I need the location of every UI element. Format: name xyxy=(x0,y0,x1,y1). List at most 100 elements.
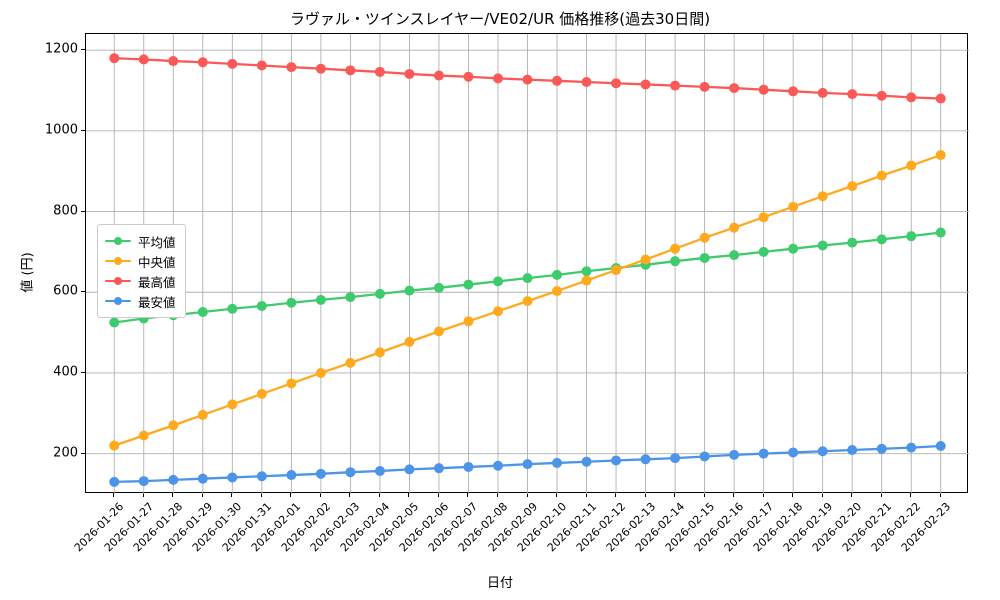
x-tick-mark xyxy=(290,493,292,497)
series-marker xyxy=(552,286,563,297)
series-marker xyxy=(758,84,769,95)
legend-label: 最高値 xyxy=(138,274,176,290)
x-tick-mark xyxy=(556,493,558,497)
series-marker xyxy=(847,237,858,248)
series-marker xyxy=(906,160,917,171)
series-marker xyxy=(492,460,503,471)
legend-color-swatch xyxy=(105,294,131,308)
series-marker xyxy=(374,347,385,358)
series-marker xyxy=(315,294,326,305)
x-tick-mark xyxy=(880,493,882,497)
series-marker xyxy=(374,466,385,476)
series-marker xyxy=(315,63,326,74)
series-marker xyxy=(581,77,592,88)
series-marker xyxy=(522,296,533,307)
series-marker xyxy=(876,170,887,181)
series-marker xyxy=(552,269,563,280)
series-marker xyxy=(197,307,208,318)
series-marker xyxy=(492,276,503,287)
series-marker xyxy=(670,453,681,464)
series-marker xyxy=(256,300,267,311)
series-marker xyxy=(168,56,179,67)
x-tick-mark xyxy=(526,493,528,497)
series-marker xyxy=(729,449,740,460)
series-marker xyxy=(847,89,858,100)
series-marker xyxy=(492,73,503,84)
series-marker xyxy=(758,448,769,459)
series-marker xyxy=(315,468,326,479)
x-tick-mark xyxy=(939,493,941,497)
series-marker xyxy=(463,316,474,327)
series-marker xyxy=(138,476,149,487)
series-marker xyxy=(197,57,208,68)
series-marker xyxy=(433,70,444,81)
y-tick-mark xyxy=(81,210,85,212)
x-tick-mark xyxy=(437,493,439,497)
series-marker xyxy=(611,78,622,89)
series-marker xyxy=(640,254,651,265)
series-marker xyxy=(404,285,415,296)
series-marker xyxy=(463,279,474,290)
legend-item: 平均値 xyxy=(105,231,176,251)
y-tick-mark xyxy=(81,49,85,51)
series-marker xyxy=(611,455,622,466)
series-marker xyxy=(876,443,887,454)
x-tick-mark xyxy=(378,493,380,497)
y-tick-mark xyxy=(81,371,85,373)
series-marker xyxy=(581,456,592,467)
series-marker xyxy=(699,451,710,462)
x-tick-mark xyxy=(792,493,794,497)
series-marker xyxy=(286,297,297,308)
series-marker xyxy=(109,317,120,328)
y-tick-label: 400 xyxy=(53,364,78,380)
series-marker xyxy=(935,93,946,104)
series-marker xyxy=(522,273,533,284)
series-marker xyxy=(227,303,238,314)
series-marker xyxy=(374,288,385,299)
series-marker xyxy=(847,181,858,192)
legend-color-swatch xyxy=(105,254,131,268)
series-marker xyxy=(492,306,503,317)
series-marker xyxy=(197,409,208,420)
series-marker xyxy=(876,90,887,101)
series-marker xyxy=(729,222,740,233)
series-marker xyxy=(433,326,444,337)
x-tick-mark xyxy=(260,493,262,497)
series-marker xyxy=(286,62,297,73)
series-marker xyxy=(256,60,267,71)
x-tick-mark xyxy=(496,493,498,497)
x-tick-mark xyxy=(113,493,115,497)
series-marker xyxy=(168,420,179,431)
series-marker xyxy=(670,256,681,267)
x-tick-mark xyxy=(201,493,203,497)
series-marker xyxy=(256,388,267,399)
legend-item: 最高値 xyxy=(105,271,176,291)
x-tick-mark xyxy=(231,493,233,497)
y-tick-mark xyxy=(81,291,85,293)
series-marker xyxy=(522,459,533,470)
x-tick-mark xyxy=(615,493,617,497)
series-marker xyxy=(433,282,444,293)
legend-color-swatch xyxy=(105,234,131,248)
x-tick-mark xyxy=(319,493,321,497)
legend-color-swatch xyxy=(105,274,131,288)
x-axis-label: 日付 xyxy=(486,576,513,591)
series-marker xyxy=(463,461,474,472)
x-tick-mark xyxy=(172,493,174,497)
series-marker xyxy=(168,474,179,485)
series-marker xyxy=(404,68,415,79)
chart-title: ラヴァル・ツインスレイヤー/VE02/UR 価格推移(過去30日間) xyxy=(289,10,711,28)
series-marker xyxy=(345,65,356,76)
x-tick-mark xyxy=(467,493,469,497)
series-marker xyxy=(522,74,533,85)
series-marker xyxy=(109,476,120,487)
legend-label: 平均値 xyxy=(138,234,176,250)
x-tick-mark xyxy=(142,493,144,497)
series-marker xyxy=(788,86,799,97)
series-marker xyxy=(552,457,563,468)
series-marker xyxy=(581,266,592,277)
series-marker xyxy=(906,92,917,103)
series-marker xyxy=(463,71,474,82)
series-marker xyxy=(227,472,238,483)
x-tick-mark xyxy=(851,493,853,497)
